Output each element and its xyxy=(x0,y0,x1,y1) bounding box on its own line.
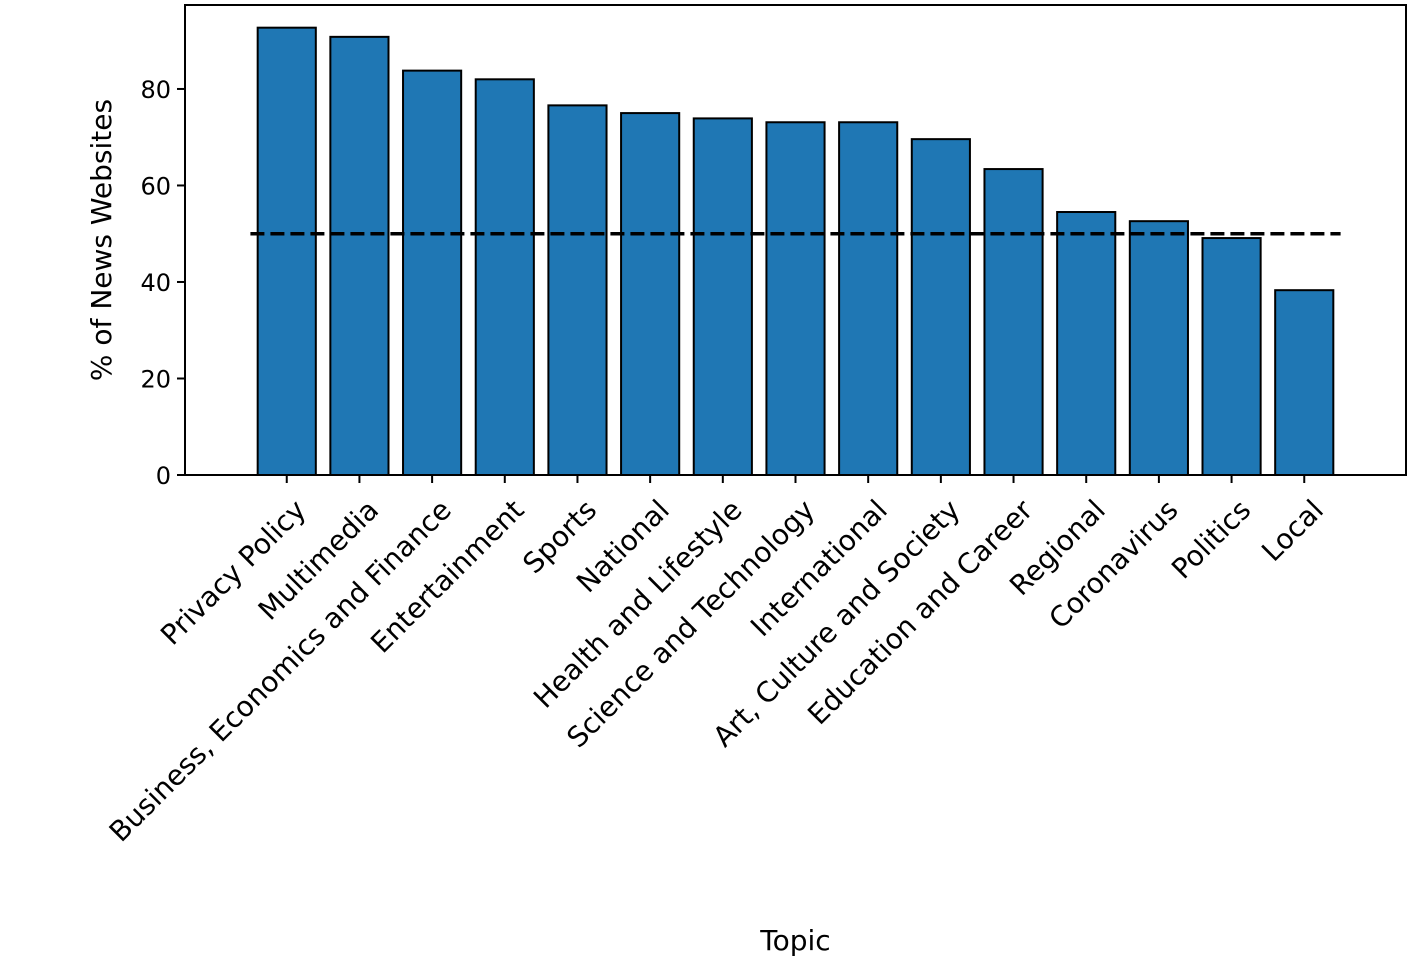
y-tick-label: 60 xyxy=(140,172,171,200)
bar xyxy=(1201,237,1262,476)
bar xyxy=(765,121,826,476)
bars-group xyxy=(256,26,1335,477)
bar xyxy=(256,26,317,477)
bar xyxy=(1274,289,1335,477)
bar xyxy=(329,35,390,476)
bar xyxy=(547,104,608,477)
bar xyxy=(838,121,899,476)
y-axis-title: % of News Websites xyxy=(85,99,118,381)
bar xyxy=(1056,211,1117,476)
bar xyxy=(620,112,681,476)
y-tick-label: 40 xyxy=(140,269,171,297)
bar xyxy=(692,117,753,477)
x-axis-title: Topic xyxy=(759,924,830,957)
y-tick-label: 80 xyxy=(140,76,171,104)
bar xyxy=(1128,220,1189,476)
y-tick-label: 20 xyxy=(140,365,171,393)
bar xyxy=(474,78,535,477)
y-axis: 0 20 40 60 80 xyxy=(140,76,185,490)
bar xyxy=(910,138,971,476)
y-tick-label: 0 xyxy=(156,462,171,490)
bar xyxy=(402,69,463,476)
bar xyxy=(983,168,1044,476)
